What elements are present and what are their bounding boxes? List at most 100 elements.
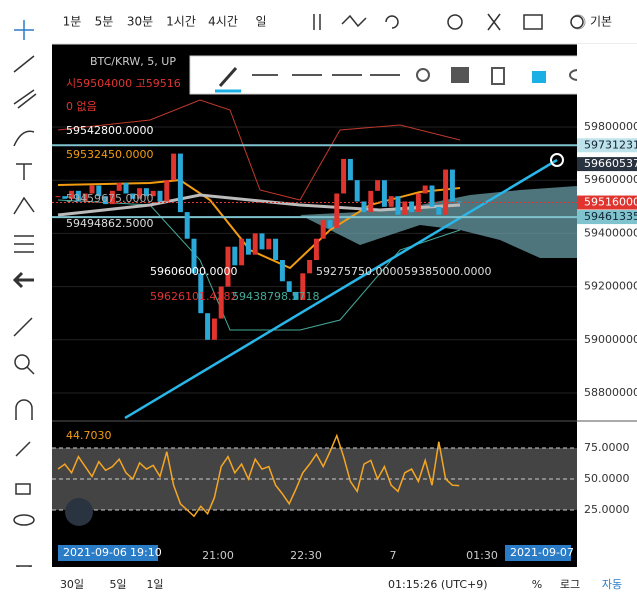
range-button[interactable]: 30일 [60, 577, 84, 591]
candle [89, 185, 95, 194]
overlay-label: 59626101.4282 [150, 290, 237, 303]
candle [55, 196, 61, 198]
top-toolbar [0, 0, 637, 44]
candle [137, 188, 143, 199]
price-tick-label: 59000000 [584, 333, 637, 346]
price-tick-label: 59600000 [584, 173, 637, 186]
interval-button[interactable]: 5분 [95, 15, 114, 29]
candle [429, 185, 435, 207]
candle [381, 180, 387, 207]
bollinger-lower [57, 199, 461, 331]
candle [75, 190, 81, 202]
candle [409, 201, 415, 213]
candle [143, 188, 149, 197]
time-label: 01:30 [466, 549, 498, 562]
candle [266, 238, 272, 250]
style-option[interactable]: 기본 [590, 15, 612, 29]
range-button[interactable]: 1일 [146, 577, 163, 591]
scale-option[interactable]: % [532, 578, 542, 591]
interval-button[interactable]: 1시간 [166, 15, 196, 29]
candle [130, 193, 136, 199]
candle [320, 220, 326, 239]
candle [164, 180, 170, 202]
scale-option[interactable]: 로그 [560, 578, 580, 591]
candle [368, 190, 374, 213]
candle [82, 193, 88, 202]
clock: 01:15:26 (UTC+9) [388, 578, 488, 591]
candle [198, 273, 204, 314]
candle [259, 233, 265, 250]
trend-handle[interactable] [550, 153, 564, 167]
candle [436, 206, 442, 215]
candle [225, 246, 231, 287]
price-badge [577, 138, 637, 153]
overlay-label: 59542800.0000 [66, 124, 153, 137]
candle [211, 318, 217, 340]
candle [171, 153, 177, 181]
candle [191, 238, 197, 274]
scale-option[interactable]: 자동 [602, 578, 622, 591]
price-tick-label: 59200000 [584, 280, 637, 293]
rsi-tick-label: 75.0000 [584, 441, 630, 454]
candle [116, 182, 122, 191]
tool-icons[interactable] [12, 20, 37, 581]
candle [279, 259, 285, 282]
price-badge-label: 59461335 [584, 210, 637, 223]
candle [347, 158, 353, 181]
candle [327, 220, 333, 229]
price-tick-label: 58800000 [584, 386, 637, 399]
candle [300, 273, 306, 300]
rsi-line [57, 433, 460, 518]
candle [341, 158, 347, 194]
candle [415, 193, 421, 213]
candle [334, 193, 340, 229]
interval-button[interactable]: 4시간 [208, 15, 238, 29]
price-badge [577, 195, 637, 210]
candle [245, 238, 251, 255]
time-label: 7 [390, 549, 397, 562]
symbol-label: BTC/KRW, 5, UP [90, 55, 176, 68]
bollinger-upper [57, 99, 461, 201]
candle [232, 246, 238, 266]
overlay-label: 59438798.5718 [232, 290, 319, 303]
interval-button[interactable]: 1분 [63, 15, 82, 29]
overlay-label: 59606000.0000 [150, 265, 237, 278]
candle [286, 281, 292, 292]
price-badge-label: 59660537 [584, 157, 637, 170]
rsi-value: 44.7030 [66, 429, 112, 442]
price-badge-label: 59516000 [584, 196, 637, 209]
overlay-label: 59459675.0000 [66, 192, 153, 205]
candle [69, 190, 75, 199]
price-tick-label: 59400000 [584, 226, 637, 239]
rsi-tick-label: 50.0000 [584, 472, 630, 485]
range-button[interactable]: 5일 [109, 577, 126, 591]
candle [109, 190, 115, 205]
overlay-label: 59532450.0000 [66, 148, 153, 161]
date-badge [505, 545, 571, 561]
candle [96, 185, 102, 197]
toolbar-icons[interactable] [313, 13, 584, 31]
candle [313, 238, 319, 260]
candle [388, 196, 394, 207]
price-badge [577, 210, 637, 225]
moving-average [57, 193, 461, 217]
start-date: 2021-09-06 [63, 546, 127, 559]
candle [375, 180, 381, 191]
volume-label: 0 없음 [66, 100, 97, 113]
overlay-label: 59385000.0000 [404, 265, 491, 278]
candle [354, 180, 360, 202]
candle [184, 212, 190, 239]
rsi-tick-label: 25.0000 [584, 503, 630, 516]
overlay-label: 59494862.5000 [66, 217, 153, 230]
interval-button[interactable]: 일 [255, 15, 266, 29]
time-label: 22:30 [290, 549, 322, 562]
date-badge [58, 545, 158, 561]
candle [443, 169, 449, 215]
candle [123, 182, 129, 194]
footer-bar [0, 567, 637, 600]
candle [218, 286, 224, 319]
candle [307, 259, 313, 274]
start-time: 19:10 [130, 546, 162, 559]
interval-button[interactable]: 30분 [127, 15, 153, 29]
